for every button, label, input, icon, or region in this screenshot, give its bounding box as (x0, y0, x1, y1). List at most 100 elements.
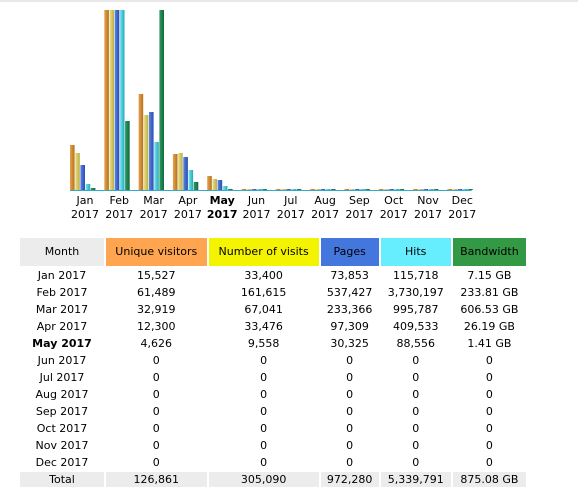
month-cell: Sep 2017 (20, 404, 104, 419)
pages-cell: 0 (321, 370, 379, 385)
bar-nv-dec (453, 189, 458, 190)
bar-chart-svg (0, 0, 578, 196)
pages-cell: 97,309 (321, 319, 379, 334)
bar-bw-may (228, 189, 233, 190)
total-pages-cell: 972,280 (321, 472, 379, 487)
bar-ht-feb (120, 10, 125, 190)
table-row: Jan 2017 15,527 33,400 73,853 115,718 7.15 GB (20, 268, 526, 283)
bar-bw-apr (194, 182, 199, 190)
pages-cell: 0 (321, 353, 379, 368)
bar-pg-jul (286, 189, 291, 190)
bandwidth-cell: 0 (453, 404, 526, 419)
number-of-visits-column-header: Number of visits (209, 238, 319, 266)
pages-column-header: Pages (321, 238, 379, 266)
month-column-header: Month (20, 238, 104, 266)
bandwidth-cell: 0 (453, 353, 526, 368)
hits-cell: 409,533 (381, 319, 451, 334)
bar-ht-aug (326, 189, 331, 190)
unique-visitors-cell: 0 (106, 370, 207, 385)
bar-nv-jan (75, 153, 80, 190)
bar-pg-oct (389, 189, 394, 190)
monthly-stats-table: Month Unique visitors Number of visits P… (18, 236, 528, 489)
hits-cell: 88,556 (381, 336, 451, 351)
bar-uv-oct (379, 189, 384, 190)
month-cell: Oct 2017 (20, 421, 104, 436)
unique-visitors-cell: 0 (106, 404, 207, 419)
table-body: Jan 2017 15,527 33,400 73,853 115,718 7.15 GB… (20, 268, 526, 487)
unique-visitors-cell: 32,919 (106, 302, 207, 317)
table-row: Dec 2017 0 0 0 0 0 (20, 455, 526, 470)
month-axis-label: Oct 2017 (377, 194, 411, 222)
pages-cell: 0 (321, 387, 379, 402)
month-cell: Apr 2017 (20, 319, 104, 334)
bandwidth-cell: 0 (453, 370, 526, 385)
bar-ht-sep (360, 189, 365, 190)
month-axis-label: Nov 2017 (411, 194, 445, 222)
number-of-visits-cell: 0 (209, 438, 319, 453)
hits-cell: 0 (381, 370, 451, 385)
bar-uv-mar (139, 94, 144, 190)
pages-cell: 537,427 (321, 285, 379, 300)
unique-visitors-cell: 15,527 (106, 268, 207, 283)
bar-pg-apr (183, 157, 188, 190)
bandwidth-cell: 1.41 GB (453, 336, 526, 351)
table-row: Aug 2017 0 0 0 0 0 (20, 387, 526, 402)
table-header-row: Month Unique visitors Number of visits P… (20, 238, 526, 266)
month-year: 2017 (205, 208, 239, 222)
bar-bw-oct (400, 189, 405, 190)
month-axis-label: Jun 2017 (240, 194, 274, 222)
bar-uv-dec (447, 189, 452, 190)
bandwidth-cell: 233.81 GB (453, 285, 526, 300)
month-year: 2017 (377, 208, 411, 222)
bar-pg-mar (149, 112, 154, 190)
bar-ht-nov (429, 189, 434, 190)
number-of-visits-cell: 0 (209, 421, 319, 436)
unique-visitors-column-header: Unique visitors (106, 238, 207, 266)
hits-cell: 0 (381, 455, 451, 470)
bandwidth-cell: 606.53 GB (453, 302, 526, 317)
number-of-visits-cell: 161,615 (209, 285, 319, 300)
month-name: Jun (240, 194, 274, 208)
bar-pg-jan (80, 165, 85, 190)
bar-uv-nov (413, 189, 418, 190)
hits-cell: 995,787 (381, 302, 451, 317)
month-name: Sep (342, 194, 376, 208)
hits-cell: 3,730,197 (381, 285, 451, 300)
bar-nv-jun (247, 189, 252, 190)
bandwidth-cell: 0 (453, 387, 526, 402)
month-name: Nov (411, 194, 445, 208)
month-axis-label: Mar 2017 (137, 194, 171, 222)
month-year: 2017 (411, 208, 445, 222)
month-name: Feb (102, 194, 136, 208)
unique-visitors-cell: 0 (106, 438, 207, 453)
month-cell: Dec 2017 (20, 455, 104, 470)
bar-pg-jun (252, 189, 257, 190)
bar-bw-jun (262, 189, 267, 190)
bar-pg-feb (115, 10, 120, 190)
bar-nv-may (212, 179, 217, 190)
bandwidth-cell: 26.19 GB (453, 319, 526, 334)
month-cell: Jan 2017 (20, 268, 104, 283)
month-name: Aug (308, 194, 342, 208)
bar-ht-jan (86, 184, 91, 190)
unique-visitors-cell: 4,626 (106, 336, 207, 351)
month-year: 2017 (137, 208, 171, 222)
bar-pg-dec (458, 189, 463, 190)
hits-cell: 0 (381, 353, 451, 368)
month-name: Dec (445, 194, 479, 208)
bar-uv-sep (344, 189, 349, 190)
number-of-visits-cell: 33,400 (209, 268, 319, 283)
bar-pg-nov (423, 189, 428, 190)
hits-cell: 0 (381, 387, 451, 402)
number-of-visits-cell: 0 (209, 353, 319, 368)
bar-uv-may (207, 176, 212, 190)
month-axis-label: Apr 2017 (171, 194, 205, 222)
table-row: Mar 2017 32,919 67,041 233,366 995,787 606.53… (20, 302, 526, 317)
hits-cell: 115,718 (381, 268, 451, 283)
number-of-visits-cell: 0 (209, 455, 319, 470)
bar-uv-jun (242, 189, 247, 190)
hits-cell: 0 (381, 438, 451, 453)
month-year: 2017 (308, 208, 342, 222)
table-row: Apr 2017 12,300 33,476 97,309 409,533 26.19 G… (20, 319, 526, 334)
table-row: Sep 2017 0 0 0 0 0 (20, 404, 526, 419)
